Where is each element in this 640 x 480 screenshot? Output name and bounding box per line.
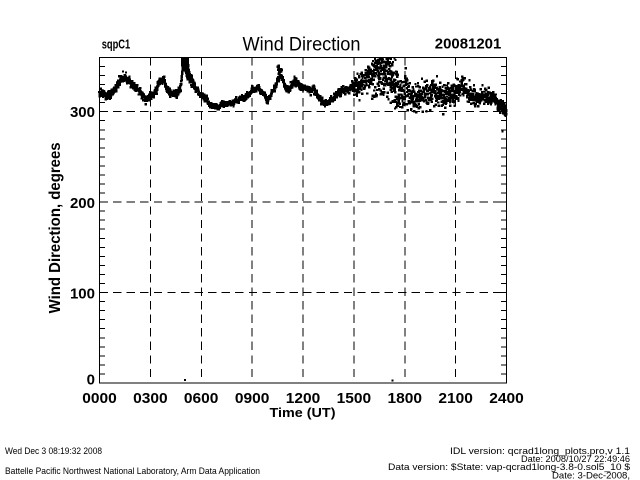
svg-text:Data version: $State: vap-qcra: Data version: $State: vap-qcrad1long-3.8… (388, 461, 631, 472)
svg-text:Wed Dec 3 08:19:32 2008: Wed Dec 3 08:19:32 2008 (5, 445, 102, 456)
svg-text:IDL version: qcrad1long_plots.: IDL version: qcrad1long_plots.pro,v 1.1 (450, 445, 630, 456)
svg-text:Wind Direction, degrees: Wind Direction, degrees (47, 142, 64, 313)
svg-text:200: 200 (70, 195, 95, 212)
svg-text:Battelle Pacific Northwest Nat: Battelle Pacific Northwest National Labo… (5, 465, 260, 476)
svg-text:0600: 0600 (184, 390, 219, 407)
svg-text:Time (UT): Time (UT) (270, 405, 336, 420)
svg-text:0300: 0300 (133, 390, 168, 407)
svg-text:300: 300 (70, 104, 95, 121)
svg-text:Wind Direction: Wind Direction (243, 34, 361, 55)
svg-text:Date: 2008/10/27 22:49:46: Date: 2008/10/27 22:49:46 (521, 453, 630, 464)
svg-text:1500: 1500 (337, 390, 372, 407)
svg-text:sqpC1: sqpC1 (102, 36, 131, 51)
svg-text:2400: 2400 (489, 390, 524, 407)
svg-text:2100: 2100 (438, 390, 473, 407)
svg-text:0900: 0900 (235, 390, 270, 407)
svg-text:0000: 0000 (82, 390, 117, 407)
svg-text:1800: 1800 (388, 390, 423, 407)
svg-text:100: 100 (70, 285, 95, 302)
svg-text:1200: 1200 (286, 390, 321, 407)
svg-text:Date: 3-Dec-2008,: Date: 3-Dec-2008, (552, 470, 630, 480)
svg-text:0: 0 (87, 372, 95, 389)
svg-text:20081201: 20081201 (435, 36, 502, 52)
